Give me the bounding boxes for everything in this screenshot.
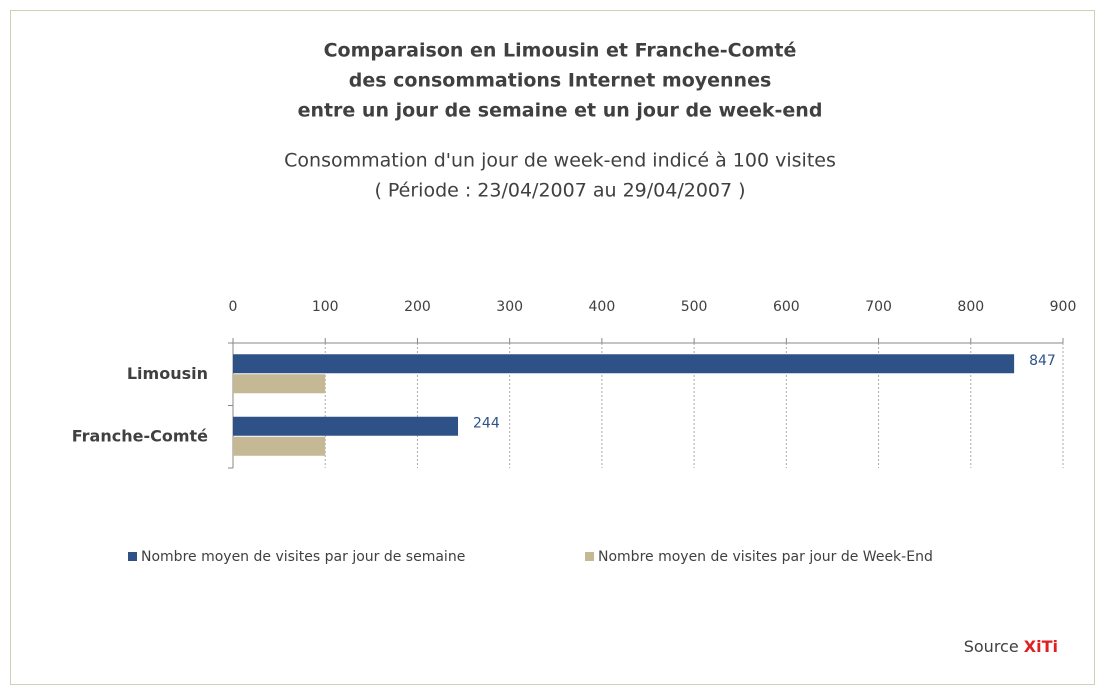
x-tick-label: 100 — [312, 299, 339, 315]
x-tick-label: 200 — [404, 299, 431, 315]
bar — [233, 374, 326, 394]
source: Source XiTi — [964, 637, 1058, 656]
chart-title: Comparaison en Limousin et Franche-Comté — [324, 40, 797, 62]
frame — [10, 10, 1095, 685]
source-name: XiTi — [1024, 637, 1058, 656]
chart-subtitle: Consommation d'un jour de week-end indic… — [284, 150, 836, 172]
x-tick-label: 900 — [1050, 299, 1077, 315]
x-tick-label: 500 — [681, 299, 708, 315]
legend-label: Nombre moyen de visites par jour de sema… — [141, 549, 465, 565]
legend-swatch — [128, 552, 137, 561]
data-label: 244 — [473, 415, 500, 431]
chart-subtitle: ( Période : 23/04/2007 au 29/04/2007 ) — [374, 180, 745, 202]
y-tick-label: Franche-Comté — [72, 426, 208, 445]
x-tick-label: 800 — [957, 299, 984, 315]
x-tick-label: 0 — [229, 299, 238, 315]
x-tick-label: 400 — [589, 299, 616, 315]
bar — [233, 416, 459, 436]
x-tick-label: 700 — [865, 299, 892, 315]
source-label: Source — [964, 637, 1019, 656]
legend-label: Nombre moyen de visites par jour de Week… — [598, 549, 933, 565]
bar — [233, 354, 1015, 374]
chart-title: entre un jour de semaine et un jour de w… — [298, 100, 823, 122]
x-tick-label: 600 — [773, 299, 800, 315]
y-tick-label: Limousin — [127, 364, 208, 383]
legend-swatch — [585, 552, 594, 561]
x-tick-label: 300 — [496, 299, 523, 315]
bar — [233, 436, 326, 456]
data-label: 847 — [1029, 353, 1056, 369]
chart-title: des consommations Internet moyennes — [349, 70, 772, 92]
